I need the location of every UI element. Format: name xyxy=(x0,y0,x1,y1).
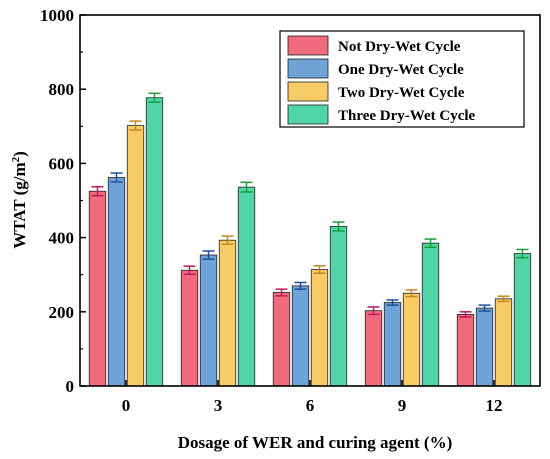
bars-layer xyxy=(88,92,532,387)
bar-3-2 xyxy=(329,226,348,387)
x-tick-label-3: 9 xyxy=(398,396,407,415)
bar-2-4 xyxy=(494,298,513,387)
legend-label-0: Not Dry-Wet Cycle xyxy=(338,39,461,55)
axes-layer: 0 200 400 600 800 1000 0 3 6 9 12 xyxy=(40,6,541,415)
bar-3-3 xyxy=(421,242,440,387)
y-axis-title-base: WTAT (g/m xyxy=(10,162,29,248)
legend-label-3: Three Dry-Wet Cycle xyxy=(338,108,476,124)
bar-0-4 xyxy=(456,313,475,387)
x-axis-title: Dosage of WER and curing agent (%) xyxy=(178,433,453,452)
legend-swatch-3 xyxy=(287,104,329,125)
x-tick-label-0: 0 xyxy=(122,396,131,415)
y-axis-title-end: ) xyxy=(10,151,29,157)
y-axis-title: WTAT (g/m2) xyxy=(10,151,29,249)
bar-1-3 xyxy=(383,302,402,387)
bar-2-3 xyxy=(402,292,421,387)
y-tick-label-3: 600 xyxy=(49,154,75,173)
bar-3-1 xyxy=(237,186,256,387)
bar-2-2 xyxy=(310,269,329,387)
x-tick-label-2: 6 xyxy=(306,396,315,415)
bar-1-2 xyxy=(291,285,310,387)
x-tick-label-4: 12 xyxy=(486,396,503,415)
x-tick-label-1: 3 xyxy=(214,396,223,415)
y-tick-label-1: 200 xyxy=(49,303,75,322)
bar-1-1 xyxy=(199,254,218,387)
y-axis-title-sup: 2 xyxy=(10,156,22,162)
legend-swatch-2 xyxy=(287,81,329,102)
bar-0-2 xyxy=(272,292,291,387)
bar-0-1 xyxy=(180,269,199,387)
bar-1-0 xyxy=(107,177,126,387)
y-tick-label-0: 0 xyxy=(66,377,75,396)
bar-3-4 xyxy=(513,253,532,387)
bar-2-0 xyxy=(126,125,145,387)
legend-swatch-1 xyxy=(287,58,329,79)
bar-3-0 xyxy=(145,97,164,387)
bar-2-1 xyxy=(218,239,237,387)
legend-label-1: One Dry-Wet Cycle xyxy=(338,62,464,78)
legend-swatch-0 xyxy=(287,35,329,56)
legend: Not Dry-Wet Cycle One Dry-Wet Cycle Two Dr… xyxy=(279,30,525,128)
y-tick-label-2: 400 xyxy=(49,229,75,248)
bar-1-4 xyxy=(475,307,494,387)
bar-0-3 xyxy=(364,310,383,387)
y-tick-label-4: 800 xyxy=(49,80,75,99)
y-tick-label-5: 1000 xyxy=(40,6,74,25)
bar-0-0 xyxy=(88,190,107,387)
legend-label-2: Two Dry-Wet Cycle xyxy=(338,85,465,101)
